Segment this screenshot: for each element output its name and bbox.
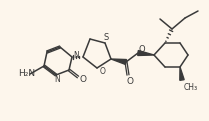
Polygon shape	[111, 59, 126, 64]
Text: O: O	[139, 45, 145, 53]
Text: N: N	[73, 52, 79, 60]
Text: O: O	[100, 67, 106, 76]
Text: H₂N: H₂N	[18, 69, 35, 79]
Polygon shape	[138, 51, 154, 56]
Polygon shape	[180, 67, 184, 80]
Text: S: S	[103, 33, 109, 42]
Text: N: N	[54, 76, 60, 84]
Text: O: O	[126, 76, 134, 86]
Text: CH₃: CH₃	[184, 83, 198, 92]
Text: O: O	[79, 75, 87, 83]
